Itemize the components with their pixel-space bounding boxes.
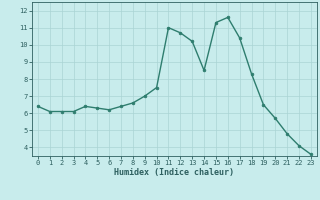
- X-axis label: Humidex (Indice chaleur): Humidex (Indice chaleur): [115, 168, 234, 177]
